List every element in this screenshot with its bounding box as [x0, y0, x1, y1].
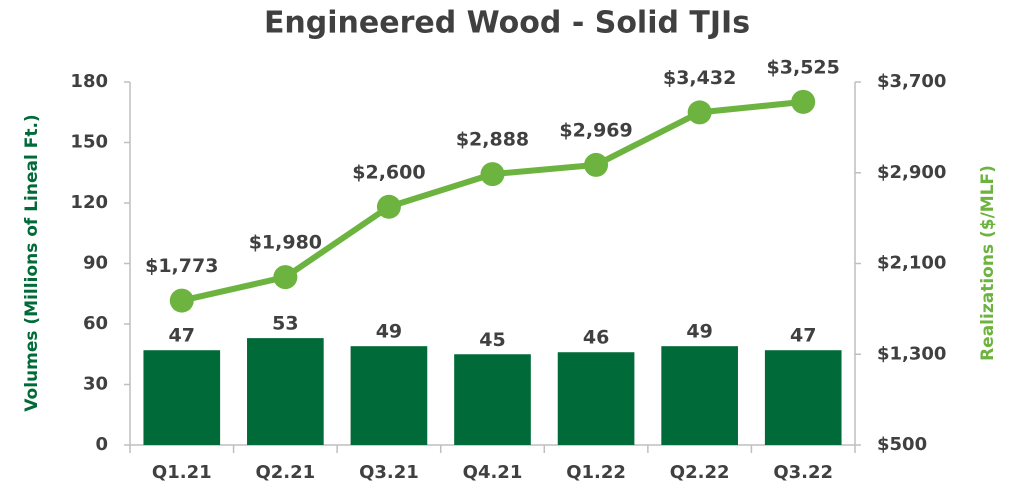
bar-value-label: 53 — [272, 313, 298, 335]
x-tick-label: Q3.21 — [359, 462, 419, 483]
y-tick-label: 0 — [95, 434, 108, 455]
y2-tick-label: $500 — [877, 434, 927, 455]
x-tick-label: Q1.22 — [566, 462, 626, 483]
bar — [661, 346, 738, 445]
chart-title: Engineered Wood - Solid TJIs — [264, 6, 750, 41]
bar-value-label: 49 — [686, 321, 712, 343]
bar — [247, 338, 324, 445]
line-point — [169, 288, 194, 313]
y-tick-label: 60 — [83, 313, 108, 334]
line-value-label: $2,600 — [352, 161, 425, 183]
bar — [350, 346, 428, 445]
line-value-label: $1,773 — [145, 255, 218, 277]
y-tick-label: 30 — [83, 374, 108, 395]
line-value-label: $1,980 — [249, 232, 322, 254]
x-tick-label: Q1.21 — [152, 462, 212, 483]
bar-value-label: 47 — [169, 325, 195, 347]
y2-tick-label: $1,300 — [877, 343, 946, 364]
line-value-label: $3,432 — [663, 67, 736, 89]
line-value-label: $2,969 — [559, 119, 632, 141]
x-tick-label: Q4.21 — [463, 462, 523, 483]
y2-tick-label: $2,900 — [877, 162, 946, 183]
x-tick-label: Q2.22 — [670, 462, 730, 483]
bar — [557, 352, 635, 445]
x-tick-label: Q2.21 — [255, 462, 315, 483]
line-point — [584, 152, 609, 177]
line-point — [273, 265, 298, 290]
y2-axis-label: Realizations ($/MLF) — [978, 165, 998, 361]
bar — [454, 354, 531, 445]
bar-value-label: 46 — [583, 327, 609, 349]
x-tick-label: Q3.22 — [773, 462, 833, 483]
y-tick-label: 150 — [70, 132, 108, 153]
bar-value-label: 45 — [479, 329, 505, 351]
bar — [143, 350, 221, 445]
y-tick-label: 120 — [70, 192, 108, 213]
bar — [764, 350, 842, 445]
line-point — [480, 162, 505, 187]
y-tick-label: 180 — [70, 71, 108, 92]
line-value-label: $2,888 — [456, 129, 529, 151]
bar-value-label: 49 — [376, 321, 402, 343]
y-axis-label: Volumes (Millions of Lineal Ft.) — [22, 114, 42, 411]
bar-value-label: 47 — [790, 325, 816, 347]
y2-tick-label: $2,100 — [877, 253, 946, 274]
line-point — [687, 100, 712, 125]
line-value-label: $3,525 — [767, 56, 840, 78]
line-point — [376, 194, 401, 219]
line-point — [791, 89, 816, 114]
y-tick-label: 90 — [83, 253, 108, 274]
y2-tick-label: $3,700 — [877, 71, 946, 92]
